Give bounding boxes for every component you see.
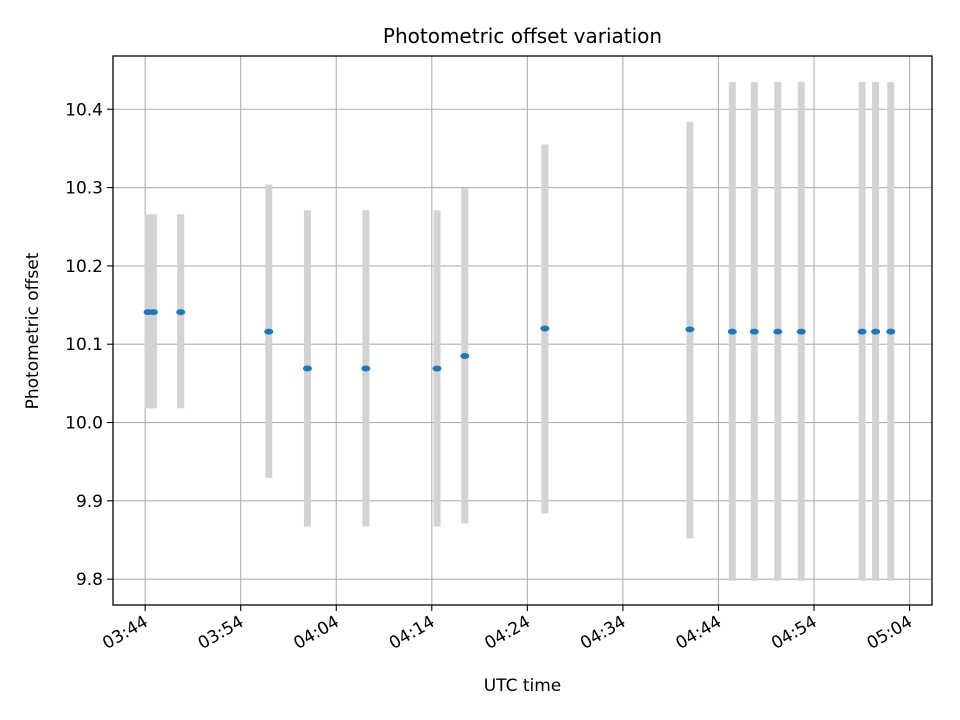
y-tick-label: 9.8 [76,570,103,590]
plot-area [113,56,932,605]
y-tick-label: 10.2 [65,257,103,277]
y-tick-label: 10.0 [65,414,103,434]
y-axis-title: Photometric offset [23,252,43,409]
data-point [796,328,806,335]
x-axis-title: UTC time [484,676,562,696]
y-tick-label: 10.3 [65,179,103,199]
y-tick-label: 9.9 [76,492,103,512]
data-point [361,365,371,372]
grid-lines [113,56,932,605]
data-point [727,328,737,335]
data-point [460,352,470,359]
data-point [749,328,759,335]
data-point [176,309,186,316]
chart-title: Photometric offset variation [383,24,662,48]
data-point [302,365,312,372]
plot-frame [112,55,933,606]
data-point [264,328,274,335]
data-point [540,325,550,332]
y-axis-ticks: 9.8 9.9 10.0 10.1 10.2 10.3 10.4 [65,100,113,590]
data-point [432,365,442,372]
data-point [148,309,158,316]
data-point [886,328,896,335]
data-points [143,309,896,372]
data-point [773,328,783,335]
y-tick-label: 10.4 [65,100,103,120]
data-point [871,328,881,335]
data-point [857,328,867,335]
y-tick-label: 10.1 [65,335,103,355]
data-point [685,326,695,333]
